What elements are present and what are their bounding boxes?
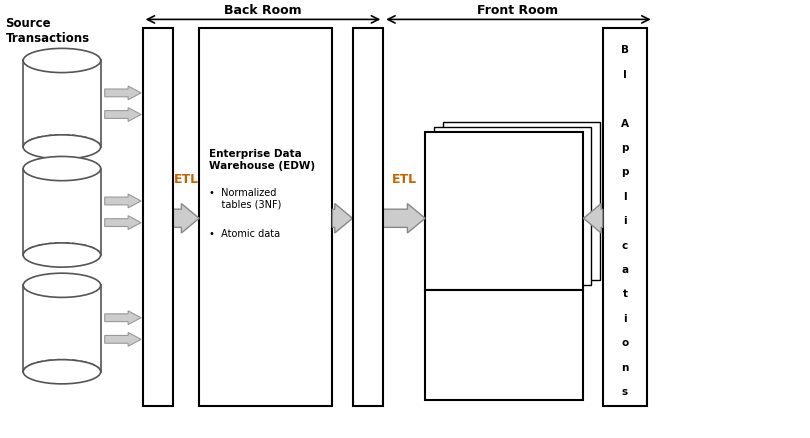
Polygon shape (104, 194, 141, 208)
Bar (443, 122, 600, 280)
Text: Presentation Area:: Presentation Area: (437, 136, 544, 146)
Ellipse shape (23, 273, 100, 297)
Bar (603, 28, 647, 406)
Bar (425, 132, 582, 290)
Polygon shape (383, 204, 425, 233)
Text: Source
Transactions: Source Transactions (6, 17, 90, 45)
Polygon shape (104, 332, 141, 346)
Text: •  Dimensional (star
   schema or OLAP
   cube): • Dimensional (star schema or OLAP cube) (437, 160, 536, 193)
Text: •  Normalized
    tables (3NF): • Normalized tables (3NF) (209, 188, 281, 210)
Ellipse shape (23, 135, 100, 159)
Text: c: c (622, 240, 628, 251)
Polygon shape (332, 204, 352, 233)
Polygon shape (104, 86, 141, 100)
Text: •  Atomic data: • Atomic data (209, 229, 280, 239)
Text: Enterprise Data
Warehouse (EDW): Enterprise Data Warehouse (EDW) (209, 149, 315, 171)
Text: Back Room: Back Room (224, 4, 302, 17)
Text: I: I (623, 70, 627, 80)
Polygon shape (23, 169, 100, 255)
Text: p: p (621, 143, 629, 153)
Text: •  Organized by
   business process: • Organized by business process (437, 242, 531, 264)
Text: i: i (623, 314, 627, 324)
Text: l: l (623, 192, 627, 202)
Ellipse shape (23, 48, 100, 73)
Text: Front Room: Front Room (477, 4, 559, 17)
Bar (199, 28, 332, 406)
Text: B: B (621, 46, 629, 55)
Bar (434, 127, 591, 285)
Text: ETL: ETL (391, 173, 417, 186)
Text: Enterprise DW Bus
Architecture: Enterprise DW Bus Architecture (446, 334, 562, 356)
Ellipse shape (23, 156, 100, 180)
Polygon shape (23, 285, 100, 372)
Text: o: o (621, 338, 629, 348)
Text: ETL: ETL (173, 173, 198, 186)
Text: s: s (622, 387, 628, 397)
Text: a: a (621, 265, 629, 275)
Text: p: p (621, 167, 629, 177)
Text: •  Atomic and
   summary data: • Atomic and summary data (437, 201, 518, 223)
Text: •  Uses conformed
   dimensions: • Uses conformed dimensions (437, 283, 528, 305)
Polygon shape (583, 204, 603, 233)
Bar (352, 28, 383, 406)
Polygon shape (23, 60, 100, 147)
Polygon shape (104, 215, 141, 230)
Ellipse shape (23, 243, 100, 267)
Text: n: n (621, 363, 629, 373)
Polygon shape (173, 204, 199, 233)
Bar (143, 28, 173, 406)
Text: t: t (622, 290, 628, 300)
Text: i: i (623, 216, 627, 226)
Bar (425, 290, 582, 400)
Polygon shape (104, 108, 141, 121)
Polygon shape (104, 311, 141, 325)
Text: A: A (621, 119, 629, 129)
Ellipse shape (23, 360, 100, 384)
